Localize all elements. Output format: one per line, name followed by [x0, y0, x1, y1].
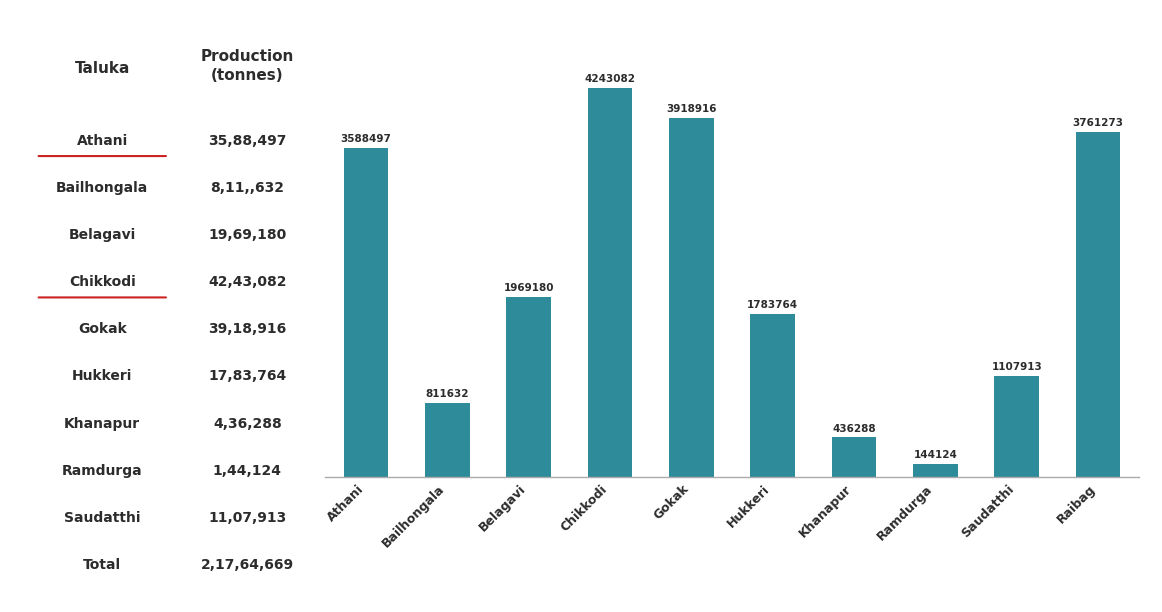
Text: 4,36,288: 4,36,288: [213, 417, 281, 430]
Bar: [751, 313, 795, 477]
Text: 436288: 436288: [832, 424, 876, 434]
Text: 4243082: 4243082: [584, 74, 636, 84]
Bar: [1076, 132, 1120, 477]
Text: 144124: 144124: [913, 450, 957, 460]
Text: 39,18,916: 39,18,916: [208, 323, 286, 336]
Bar: [832, 438, 876, 477]
Bar: [995, 376, 1039, 477]
Text: Production
(tonnes): Production (tonnes): [201, 49, 294, 83]
Text: Ramdurga: Ramdurga: [62, 464, 143, 477]
Bar: [507, 297, 551, 477]
Text: 1783764: 1783764: [747, 300, 798, 310]
Text: Khanapur: Khanapur: [64, 417, 141, 430]
Text: 8,11,,632: 8,11,,632: [210, 181, 285, 195]
Text: Athani: Athani: [77, 134, 128, 147]
Text: 35,88,497: 35,88,497: [208, 134, 287, 147]
Text: Taluka: Taluka: [74, 61, 130, 76]
Text: Saudatthi: Saudatthi: [64, 511, 141, 524]
Text: 11,07,913: 11,07,913: [208, 511, 286, 524]
Text: Belagavi: Belagavi: [69, 228, 136, 242]
Bar: [425, 403, 469, 477]
Text: Hukkeri: Hukkeri: [72, 370, 132, 383]
Text: 2,17,64,669: 2,17,64,669: [201, 558, 294, 572]
Bar: [913, 464, 957, 477]
Text: 1,44,124: 1,44,124: [213, 464, 281, 477]
Text: 3588497: 3588497: [340, 134, 392, 144]
Text: 811632: 811632: [425, 389, 469, 399]
Text: 1969180: 1969180: [503, 283, 554, 293]
Text: Bailhongala: Bailhongala: [56, 181, 149, 195]
Text: 42,43,082: 42,43,082: [208, 275, 287, 289]
Text: 3918916: 3918916: [666, 104, 717, 114]
Bar: [669, 118, 713, 477]
Text: Total: Total: [84, 558, 121, 572]
Text: Gokak: Gokak: [78, 323, 127, 336]
Bar: [344, 148, 388, 477]
Text: 19,69,180: 19,69,180: [208, 228, 286, 242]
Text: 3761273: 3761273: [1073, 118, 1124, 129]
Text: 17,83,764: 17,83,764: [208, 370, 286, 383]
Text: Chikkodi: Chikkodi: [69, 275, 136, 289]
Text: 1107913: 1107913: [991, 362, 1042, 372]
Bar: [588, 88, 632, 477]
